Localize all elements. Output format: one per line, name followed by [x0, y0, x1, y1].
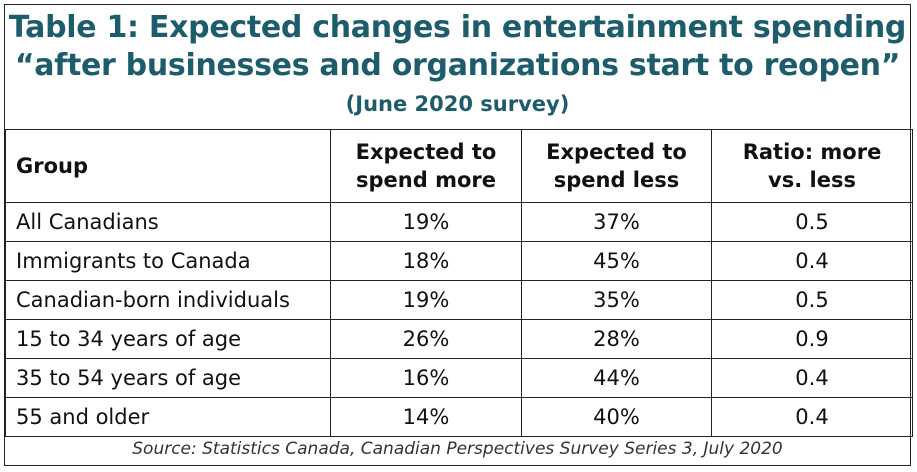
row-spend-less: 37% — [521, 202, 712, 242]
row-ratio: 0.4 — [711, 241, 913, 281]
row-spend-more: 16% — [330, 358, 522, 398]
row-spend-less: 35% — [521, 280, 712, 320]
header-ratio: Ratio: more vs. less — [711, 129, 913, 203]
row-group-label: All Canadians — [5, 202, 331, 242]
row-spend-less: 28% — [521, 319, 712, 359]
header-spend-less-line-2: spend less — [553, 168, 680, 192]
row-spend-more: 19% — [330, 280, 522, 320]
row-group-label: 35 to 54 years of age — [5, 358, 331, 398]
header-row: Group Expected to spend more Expected to… — [5, 129, 913, 203]
row-group-label: 15 to 34 years of age — [5, 319, 331, 359]
row-ratio: 0.5 — [711, 280, 913, 320]
header-ratio-line-2: vs. less — [768, 168, 856, 192]
header-group: Group — [5, 129, 331, 203]
row-ratio: 0.4 — [711, 397, 913, 437]
row-spend-less: 45% — [521, 241, 712, 281]
header-spend-less: Expected to spend less — [521, 129, 712, 203]
row-group-label: Canadian-born individuals — [5, 280, 331, 320]
header-spend-more-line-1: Expected to — [355, 140, 497, 164]
row-group-label: Immigrants to Canada — [5, 241, 331, 281]
row-ratio: 0.9 — [711, 319, 913, 359]
row-spend-more: 19% — [330, 202, 522, 242]
header-spend-less-line-1: Expected to — [546, 140, 687, 164]
header-spend-more: Expected to spend more — [330, 129, 522, 203]
table-row: All Canadians 19% 37% 0.5 — [5, 202, 913, 242]
table-figure: Table 1: Expected changes in entertainme… — [4, 4, 913, 466]
row-spend-less: 40% — [521, 397, 712, 437]
row-ratio: 0.4 — [711, 358, 913, 398]
header-group-label: Group — [16, 154, 89, 178]
row-spend-more: 18% — [330, 241, 522, 281]
table-title-line-2: “after businesses and organizations star… — [14, 48, 901, 83]
row-spend-more: 26% — [330, 319, 522, 359]
row-group-label: 55 and older — [5, 397, 331, 437]
header-ratio-line-1: Ratio: more — [742, 140, 882, 164]
table-row: 15 to 34 years of age 26% 28% 0.9 — [5, 319, 913, 359]
header-spend-more-line-2: spend more — [356, 168, 496, 192]
table-row: Immigrants to Canada 18% 45% 0.4 — [5, 241, 913, 281]
table-title-line-1: Table 1: Expected changes in entertainme… — [8, 10, 907, 45]
table-subtitle: (June 2020 survey) — [345, 92, 570, 116]
table-row: 35 to 54 years of age 16% 44% 0.4 — [5, 358, 913, 398]
source-note: Source: Statistics Canada, Canadian Pers… — [132, 439, 783, 459]
table-row: Canadian-born individuals 19% 35% 0.5 — [5, 280, 913, 320]
table-row: 55 and older 14% 40% 0.4 — [5, 397, 913, 437]
row-ratio: 0.5 — [711, 202, 913, 242]
row-spend-more: 14% — [330, 397, 522, 437]
row-spend-less: 44% — [521, 358, 712, 398]
title-block: Table 1: Expected changes in entertainme… — [5, 5, 910, 129]
spending-table: Group Expected to spend more Expected to… — [5, 129, 913, 437]
